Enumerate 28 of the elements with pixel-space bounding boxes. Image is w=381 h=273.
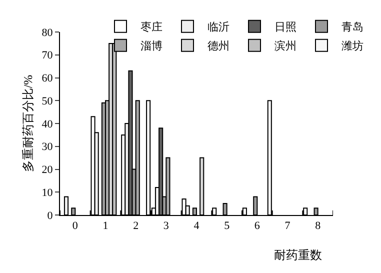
y-tick-label: 30 [42,141,54,154]
y-tick-label: 80 [42,26,54,39]
x-tick-label: 3 [163,220,170,232]
x-tick-label: 5 [224,220,230,232]
x-tick-label: 4 [194,220,200,232]
y-axis-title: 多重耐药百分比/% [21,74,36,172]
legend-label: 潍坊 [341,40,364,53]
x-tick-label: 7 [284,220,291,232]
y-tick-label: 70 [42,50,54,62]
legend-label: 枣庄 [140,20,162,34]
y-tick-label: 20 [42,164,54,176]
x-axis-title: 耐药重数 [274,248,322,262]
y-tick-label: 50 [42,95,54,108]
legend-label: 滨州 [274,40,296,53]
x-tick-label: 1 [102,220,108,232]
legend-label: 青岛 [341,20,364,34]
legend-label: 德州 [207,40,230,53]
y-tick-label: 0 [47,210,54,222]
y-tick-label: 60 [42,72,54,85]
x-tick-label: 6 [254,220,260,232]
x-tick-label: 2 [133,220,139,232]
y-tick-label: 40 [42,118,54,130]
x-tick-label: 0 [72,220,78,232]
legend-label: 日照 [274,22,296,34]
x-tick-label: 8 [315,220,322,232]
legend-label: 淄博 [140,40,162,53]
y-tick-label: 10 [42,186,54,199]
legend-label: 临沂 [207,20,230,34]
